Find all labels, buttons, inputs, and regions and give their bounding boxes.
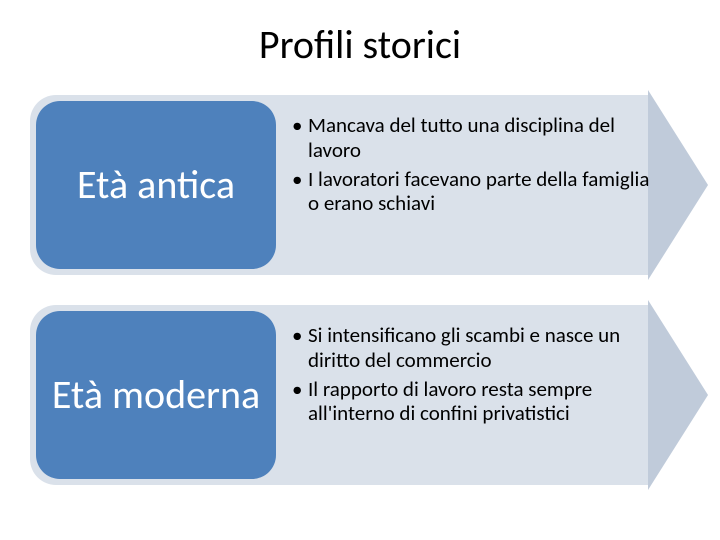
- bullet-item: Il rapporto di lavoro resta sempre all'i…: [292, 377, 652, 427]
- arrow-head-icon: [648, 90, 708, 280]
- arrow-rows: Età antica Mancava del tutto una discipl…: [30, 95, 700, 515]
- bullet-item: I lavoratori facevano parte della famigl…: [292, 167, 652, 217]
- era-pill: Età moderna: [36, 311, 276, 479]
- arrow-row: Età moderna Si intensificano gli scambi …: [30, 305, 700, 485]
- arrow-row: Età antica Mancava del tutto una discipl…: [30, 95, 700, 275]
- bullets: Si intensificano gli scambi e nasce un d…: [292, 323, 652, 430]
- era-label: Età moderna: [52, 374, 260, 416]
- era-pill: Età antica: [36, 101, 276, 269]
- era-label: Età antica: [77, 164, 235, 206]
- arrow-head-icon: [648, 300, 708, 490]
- bullets: Mancava del tutto una disciplina del lav…: [292, 113, 652, 220]
- page-title: Profili storici: [0, 0, 720, 69]
- bullet-item: Si intensificano gli scambi e nasce un d…: [292, 323, 652, 373]
- bullet-item: Mancava del tutto una disciplina del lav…: [292, 113, 652, 163]
